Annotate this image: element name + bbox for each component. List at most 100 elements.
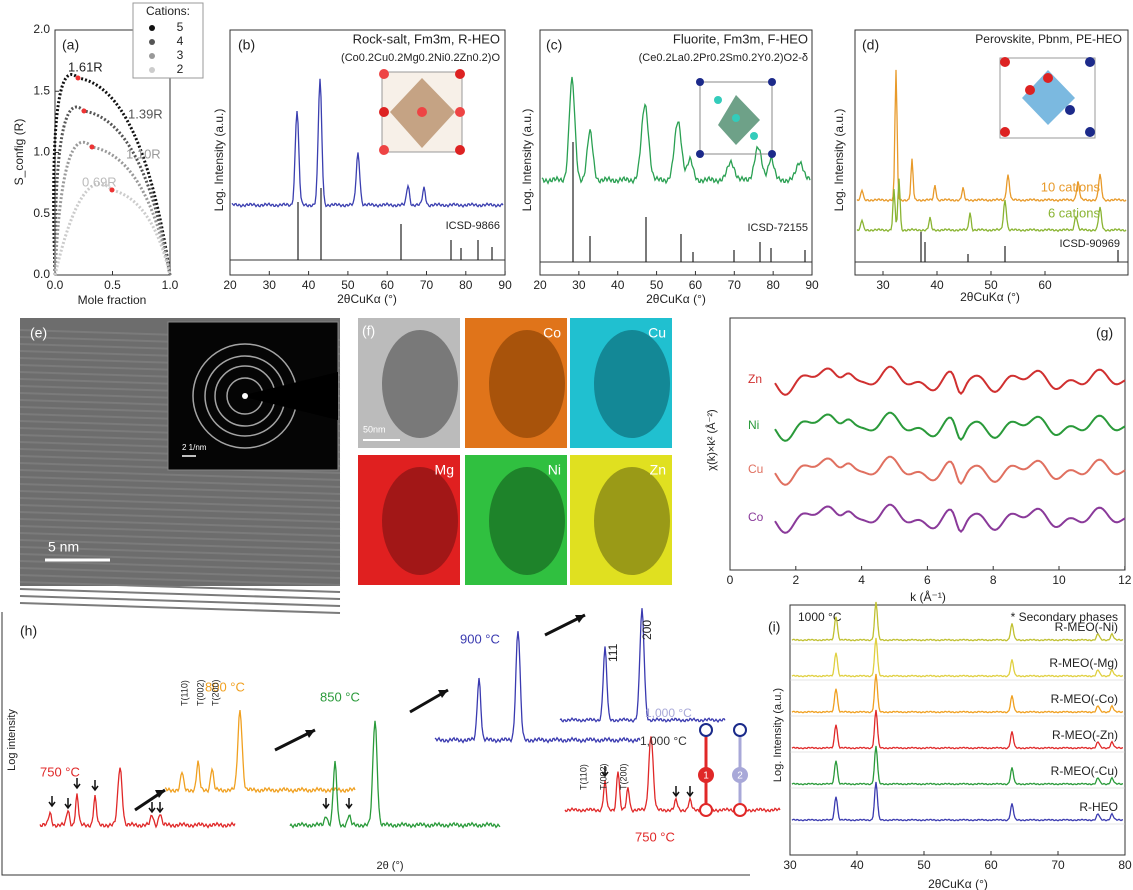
series-label: R-MEO(-Co) [1051,692,1118,706]
xrd-curve [559,608,726,724]
legend-label: 2 [177,62,184,76]
xrd-curve [791,601,1124,642]
label: Log. Intensity (a.u.) [212,109,226,212]
label: Mole fraction [78,293,147,307]
label: 111 [606,643,620,662]
entropy-curve [53,105,172,276]
x-tick-label: 70 [420,278,434,292]
label: 0.69R [82,174,117,189]
atom [768,78,776,86]
x-tick-label: 0.0 [47,278,64,292]
x-tick-label: 80 [1118,858,1132,872]
label: χ(k)×k² (Å⁻²) [705,409,718,470]
lattice-fringe [19,553,341,565]
atom [379,107,389,117]
label: T(200) [618,763,628,790]
lattice-fringe [19,490,341,502]
series-label: Zn [748,372,762,386]
atom [1000,57,1010,67]
legend-label: 5 [177,20,184,34]
atom [455,69,465,79]
xrd-curve [791,709,1124,750]
step-badge [732,767,748,783]
octahedron [1022,70,1075,125]
particle-core [382,467,458,575]
label: 2θ (°) [376,860,403,872]
x-tick-label: 0.5 [104,278,121,292]
label: (d) [862,37,879,53]
series-label: Cu [748,462,763,476]
step-badge [698,767,714,783]
x-tick-label: 30 [876,278,890,292]
label: 850 °C [320,689,360,704]
x-tick-label: 0 [727,573,734,587]
peak-arrow [148,802,156,814]
axes [789,604,1126,856]
lattice-fringe [19,567,341,579]
x-tick-label: 20 [533,278,547,292]
lattice-fringe [19,483,341,495]
atom [1085,127,1095,137]
x-tick-label: 40 [302,278,316,292]
xrd-curve [289,720,501,829]
lattice-fringe [19,574,341,586]
series-label: R-MEO(-Cu) [1051,764,1118,778]
label: 2θCuKα (°) [337,292,397,306]
lattice-fringe [19,511,341,523]
exafs-curve [774,503,1126,534]
label: (i) [768,619,780,635]
beam-stop [240,372,338,420]
atom [768,150,776,158]
crystal-inset [999,57,1096,139]
label: 200 [640,620,654,640]
arrow-head [155,790,165,798]
atom [379,69,389,79]
x-tick-label: 4 [858,573,865,587]
label: T(110) [179,680,189,706]
lattice-fringe [19,518,341,530]
atom [696,150,704,158]
label: 750 °C [40,764,80,779]
x-tick-label: 10 [1052,573,1066,587]
max-point [109,187,115,193]
xrd-curve [541,76,811,185]
label: T(002) [598,763,608,790]
state-node [733,723,747,737]
y-tick-label: 1.0 [33,145,50,159]
arrow-head [305,730,315,738]
label: 2θCuKα (°) [646,292,706,306]
xrd-curve [791,745,1124,786]
label: T(110) [578,764,588,790]
xrd-curve [164,710,356,794]
arrow-head [575,615,585,623]
x-tick-label: 1.0 [162,278,179,292]
series-label: Ni [748,418,759,432]
lattice-fringe [19,595,341,607]
label: 50nm [363,424,386,434]
entropy-curve [53,140,172,276]
max-point [81,108,87,114]
atom [750,132,758,140]
x-tick-label: 60 [1038,278,1052,292]
atom [1025,85,1035,95]
label: Cu [648,325,666,341]
label: 1,000 °C [640,734,687,748]
exafs-curve [774,365,1126,396]
exafs-curve [774,455,1126,486]
peak-arrow [672,786,680,798]
label: 2 [737,771,743,782]
panel-frame [1,612,750,876]
legend-dot [149,25,155,31]
label: (b) [238,37,255,53]
peak-arrow [601,766,609,778]
x-tick-label: 8 [990,573,997,587]
x-tick-label: 30 [783,858,797,872]
label: 10 cations [1041,179,1101,194]
state-node [699,803,713,817]
label: Log intensity [6,709,18,771]
lattice-fringe [19,469,341,481]
label: ICSD-9866 [446,220,500,232]
atom [696,78,704,86]
